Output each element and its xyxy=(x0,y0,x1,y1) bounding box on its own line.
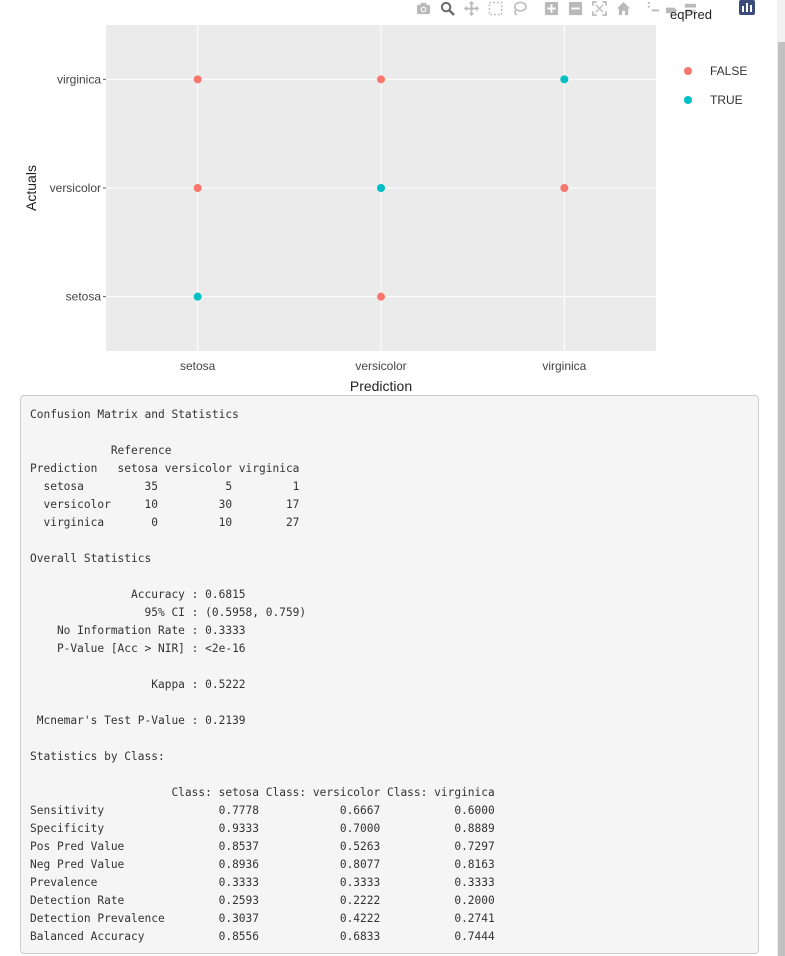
x-tick-label-versicolor: versicolor xyxy=(355,359,406,373)
legend-title: eqPred xyxy=(670,7,712,22)
zoom-icon[interactable] xyxy=(439,0,455,16)
x-tick-label-setosa: setosa xyxy=(180,359,216,373)
legend-item-true[interactable]: TRUE xyxy=(684,92,743,108)
plotly-logo-icon[interactable] xyxy=(739,0,755,15)
y-tick-label-setosa: setosa xyxy=(66,290,102,304)
legend-label-false: FALSE xyxy=(710,64,748,78)
scatter-plot: setosa versicolor virginica setosa versicolo… xyxy=(23,25,656,394)
spike-lines-icon[interactable] xyxy=(645,0,661,16)
legend-item-false[interactable]: FALSE xyxy=(684,63,747,79)
legend-marker-true xyxy=(684,96,692,104)
point-false-versicolor-setosa[interactable] xyxy=(377,292,385,301)
x-tick-label-virginica: virginica xyxy=(542,359,586,373)
pan-icon[interactable] xyxy=(463,0,479,16)
axis-ticks: setosa versicolor virginica setosa versicolo… xyxy=(50,72,587,373)
lasso-icon[interactable] xyxy=(511,0,527,16)
y-tick-label-virginica: virginica xyxy=(57,72,101,86)
x-axis-title: Prediction xyxy=(350,378,412,394)
point-true-versicolor-versicolor[interactable] xyxy=(377,184,385,192)
legend-marker-false xyxy=(684,67,692,75)
zoom-out-icon[interactable] xyxy=(567,0,583,16)
scrollbar-thumb[interactable] xyxy=(778,42,785,956)
console-text: Confusion Matrix and Statistics Referenc… xyxy=(30,408,495,943)
point-false-versicolor-virginica[interactable] xyxy=(377,75,385,84)
camera-icon[interactable] xyxy=(415,0,431,16)
y-axis-title: Actuals xyxy=(23,165,39,211)
point-true-virginica-virginica[interactable] xyxy=(560,75,569,84)
y-tick-label-versicolor: versicolor xyxy=(50,181,101,195)
hover-closest-icon[interactable] xyxy=(663,0,679,16)
zoom-in-icon[interactable] xyxy=(543,0,559,16)
hover-compare-icon[interactable] xyxy=(681,0,697,16)
box-select-icon[interactable] xyxy=(487,0,503,16)
plot-modebar xyxy=(415,0,705,16)
legend-label-true: TRUE xyxy=(710,93,743,107)
reset-axes-icon[interactable] xyxy=(615,0,631,16)
point-false-virginica-versicolor[interactable] xyxy=(560,184,569,192)
autoscale-icon[interactable] xyxy=(591,0,607,16)
point-false-setosa-versicolor[interactable] xyxy=(193,184,202,192)
point-true-setosa-setosa[interactable] xyxy=(193,292,202,301)
data-points xyxy=(193,75,569,301)
console-output: Confusion Matrix and Statistics Referenc… xyxy=(20,395,759,954)
point-false-setosa-virginica[interactable] xyxy=(193,75,202,84)
